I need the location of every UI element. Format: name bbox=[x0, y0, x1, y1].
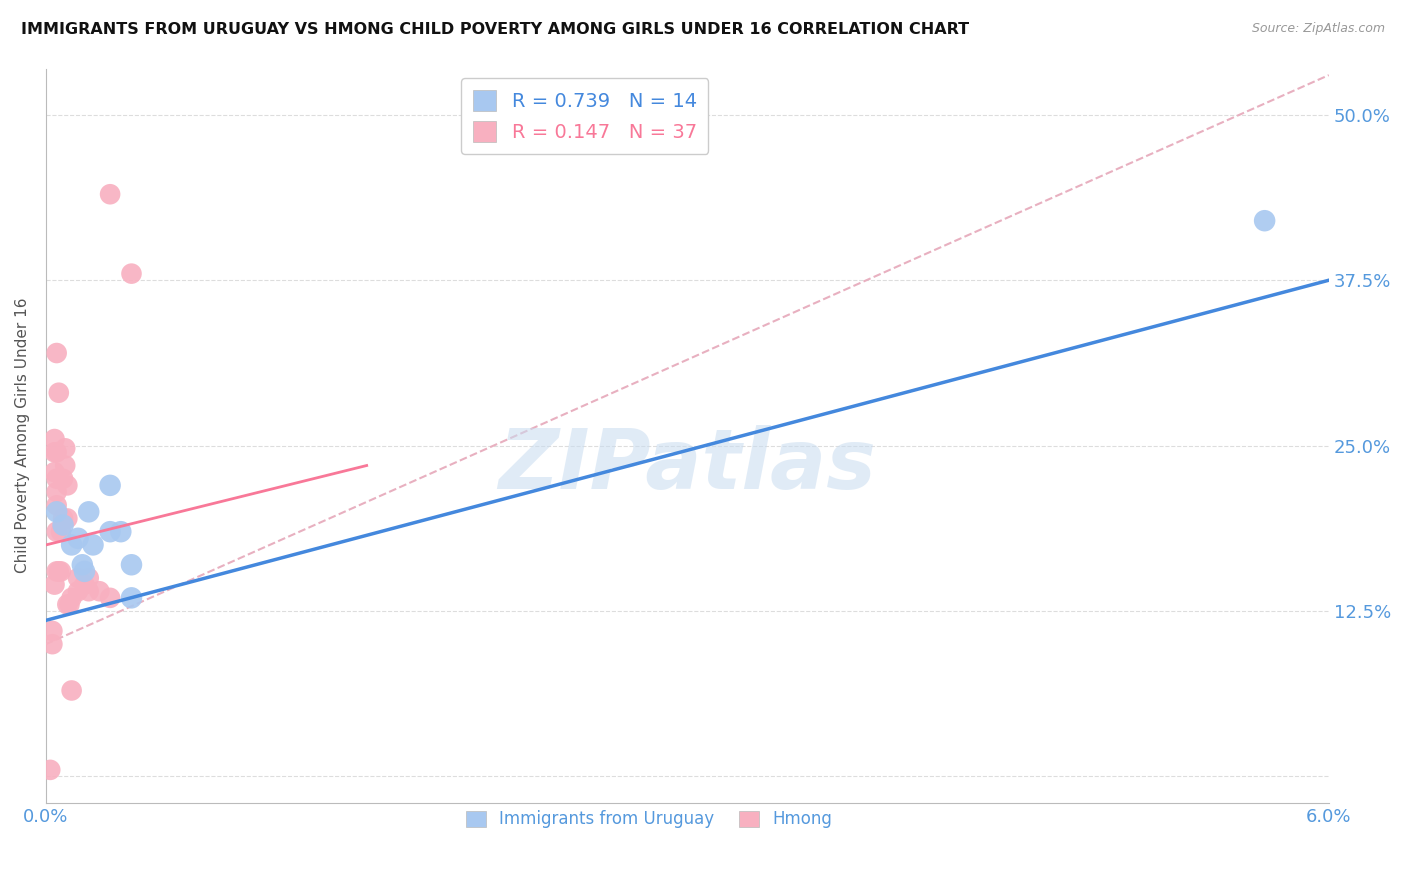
Point bbox=[121, 558, 143, 572]
Point bbox=[45, 472, 67, 486]
Point bbox=[44, 445, 66, 459]
Point bbox=[98, 591, 121, 605]
Legend: Immigrants from Uruguay, Hmong: Immigrants from Uruguay, Hmong bbox=[458, 804, 839, 835]
Point bbox=[45, 565, 67, 579]
Point bbox=[52, 518, 75, 533]
Point bbox=[77, 505, 100, 519]
Point bbox=[98, 524, 121, 539]
Point bbox=[56, 511, 79, 525]
Point bbox=[39, 763, 62, 777]
Point bbox=[45, 346, 67, 360]
Point bbox=[60, 538, 83, 552]
Point bbox=[48, 565, 70, 579]
Point bbox=[121, 267, 143, 281]
Point bbox=[98, 478, 121, 492]
Point bbox=[52, 472, 75, 486]
Point bbox=[44, 432, 66, 446]
Point bbox=[89, 584, 111, 599]
Point bbox=[52, 511, 75, 525]
Point bbox=[45, 485, 67, 500]
Point bbox=[45, 505, 67, 519]
Point bbox=[82, 538, 104, 552]
Point bbox=[45, 445, 67, 459]
Point bbox=[67, 571, 90, 585]
Point bbox=[45, 498, 67, 512]
Point bbox=[73, 577, 96, 591]
Point bbox=[121, 591, 143, 605]
Point bbox=[1253, 213, 1275, 227]
Point bbox=[60, 591, 83, 605]
Point bbox=[67, 531, 90, 545]
Y-axis label: Child Poverty Among Girls Under 16: Child Poverty Among Girls Under 16 bbox=[15, 298, 30, 574]
Point bbox=[58, 598, 80, 612]
Point bbox=[56, 478, 79, 492]
Point bbox=[49, 524, 72, 539]
Point bbox=[98, 187, 121, 202]
Text: ZIPatlas: ZIPatlas bbox=[499, 425, 876, 506]
Point bbox=[110, 524, 132, 539]
Point bbox=[41, 637, 63, 651]
Point bbox=[41, 624, 63, 638]
Point bbox=[67, 584, 90, 599]
Point bbox=[72, 558, 94, 572]
Point bbox=[53, 458, 76, 473]
Point bbox=[44, 465, 66, 479]
Point bbox=[48, 385, 70, 400]
Point bbox=[60, 683, 83, 698]
Point bbox=[56, 598, 79, 612]
Point bbox=[49, 565, 72, 579]
Point bbox=[77, 584, 100, 599]
Point bbox=[53, 442, 76, 456]
Point bbox=[77, 571, 100, 585]
Point bbox=[45, 524, 67, 539]
Point bbox=[73, 565, 96, 579]
Point bbox=[44, 577, 66, 591]
Text: Source: ZipAtlas.com: Source: ZipAtlas.com bbox=[1251, 22, 1385, 36]
Text: IMMIGRANTS FROM URUGUAY VS HMONG CHILD POVERTY AMONG GIRLS UNDER 16 CORRELATION : IMMIGRANTS FROM URUGUAY VS HMONG CHILD P… bbox=[21, 22, 969, 37]
